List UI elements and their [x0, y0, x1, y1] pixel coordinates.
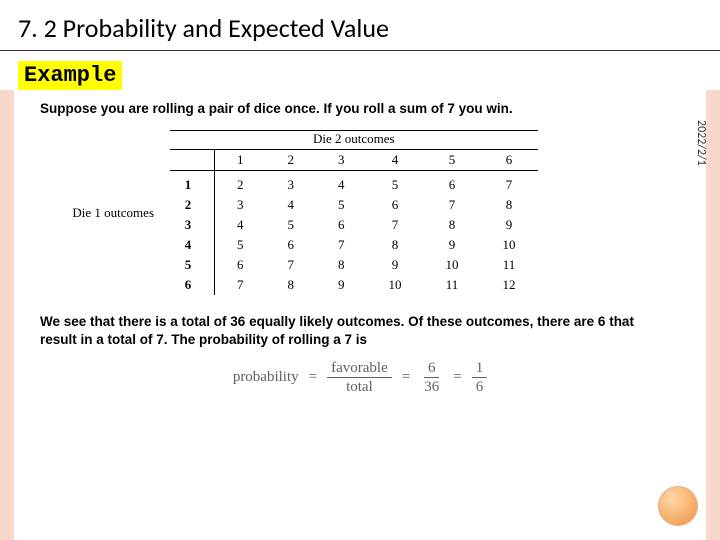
table-cell: 7 [481, 171, 538, 196]
row-header: 3 [170, 215, 215, 235]
col-header: 5 [424, 150, 481, 171]
fraction-numerator: favorable [327, 360, 392, 379]
table-cell: 10 [367, 275, 424, 295]
table-cell: 9 [481, 215, 538, 235]
table-cell: 12 [481, 275, 538, 295]
table-cell: 4 [266, 195, 317, 215]
table-cell: 6 [316, 215, 367, 235]
fraction-6-36: 6 36 [420, 360, 443, 396]
example-label: Example [18, 61, 122, 90]
conclusion-text: We see that there is a total of 36 equal… [0, 313, 720, 349]
row-header: 1 [170, 171, 215, 196]
table-cell: 7 [367, 215, 424, 235]
dice-outcomes-diagram: Die 1 outcomes Die 2 outcomes 1 2 3 4 5 … [0, 130, 720, 295]
table-cell: 5 [367, 171, 424, 196]
table-row: 45678910 [170, 235, 538, 255]
slide-title: 7. 2 Probability and Expected Value [0, 0, 720, 51]
table-row: 1234567 [170, 171, 538, 196]
die2-axis-label: Die 2 outcomes [170, 130, 538, 150]
fraction-denominator: total [342, 378, 377, 396]
decorative-stripe-left [0, 90, 10, 540]
col-header: 1 [215, 150, 266, 171]
table-row: 3456789 [170, 215, 538, 235]
table-cell: 4 [316, 171, 367, 196]
equals-sign: = [307, 369, 319, 386]
table-cell: 6 [367, 195, 424, 215]
table-cell: 8 [424, 215, 481, 235]
row-header: 4 [170, 235, 215, 255]
table-cell: 9 [367, 255, 424, 275]
table-row: 567891011 [170, 255, 538, 275]
fraction-denominator: 36 [420, 378, 443, 396]
probability-formula: probability = favorable total = 6 36 = 1… [0, 360, 720, 396]
table-cell: 7 [424, 195, 481, 215]
row-header: 5 [170, 255, 215, 275]
table-row: 2345678 [170, 195, 538, 215]
dice-sum-table: 1 2 3 4 5 6 1234567234567834567894567891… [170, 150, 538, 295]
table-cell: 7 [266, 255, 317, 275]
table-cell: 10 [424, 255, 481, 275]
table-cell: 5 [316, 195, 367, 215]
side-date: 2022/2/1 [694, 120, 708, 166]
fraction-numerator: 1 [472, 360, 488, 379]
table-cell: 6 [266, 235, 317, 255]
table-cell: 11 [481, 255, 538, 275]
fraction-1-6: 1 6 [472, 360, 488, 396]
intro-text: Suppose you are rolling a pair of dice o… [0, 100, 720, 118]
fraction-numerator: 6 [424, 360, 440, 379]
fraction-denominator: 6 [472, 378, 488, 396]
formula-lhs: probability [233, 369, 299, 386]
table-cell: 7 [316, 235, 367, 255]
table-cell: 3 [266, 171, 317, 196]
table-cell: 11 [424, 275, 481, 295]
table-cell: 6 [424, 171, 481, 196]
table-cell: 8 [367, 235, 424, 255]
table-cell: 3 [215, 195, 266, 215]
table-cell: 4 [215, 215, 266, 235]
col-header: 3 [316, 150, 367, 171]
decorative-circle-icon [658, 486, 698, 526]
decorative-stripe-right [710, 90, 720, 540]
table-cell: 5 [266, 215, 317, 235]
equals-sign: = [451, 369, 463, 386]
table-cell: 8 [481, 195, 538, 215]
table-cell: 9 [316, 275, 367, 295]
table-cell: 7 [215, 275, 266, 295]
col-header: 4 [367, 150, 424, 171]
decorative-stripe-left-inner [10, 90, 14, 540]
table-cell: 8 [266, 275, 317, 295]
table-row: 6789101112 [170, 275, 538, 295]
table-cell: 6 [215, 255, 266, 275]
fraction-favorable-total: favorable total [327, 360, 392, 396]
row-header: 6 [170, 275, 215, 295]
col-header: 2 [266, 150, 317, 171]
die1-axis-label: Die 1 outcomes [60, 205, 160, 221]
table-cell: 10 [481, 235, 538, 255]
table-cell: 8 [316, 255, 367, 275]
equals-sign: = [400, 369, 412, 386]
table-cell: 5 [215, 235, 266, 255]
table-cell: 2 [215, 171, 266, 196]
table-cell: 9 [424, 235, 481, 255]
table-corner [170, 150, 215, 171]
row-header: 2 [170, 195, 215, 215]
col-header: 6 [481, 150, 538, 171]
